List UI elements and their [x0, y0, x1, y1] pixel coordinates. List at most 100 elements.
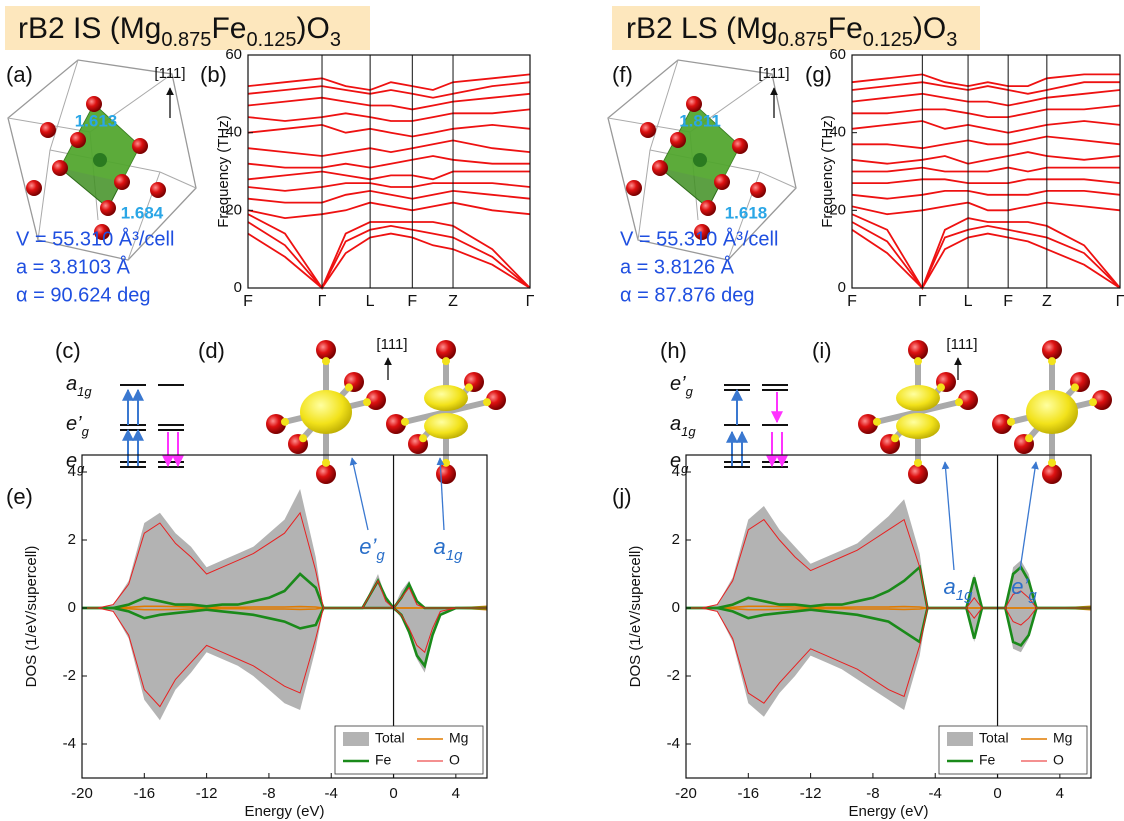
density-cap: [442, 458, 450, 467]
annotation: e’g: [1011, 574, 1037, 605]
o-atom: [694, 224, 710, 240]
x-tick-label: -8: [866, 785, 879, 802]
density-cap: [483, 398, 491, 407]
subscript: g: [376, 547, 385, 564]
x-tick-label: Z: [448, 293, 458, 310]
o-atom: [86, 96, 102, 112]
plot-frame: [851, 54, 1121, 289]
y-axis-label: Frequency (THz): [819, 115, 836, 228]
level-label: a1g: [66, 373, 92, 399]
o-atom: [266, 414, 286, 434]
panel-label: (d): [198, 338, 225, 363]
o-atom: [100, 200, 116, 216]
x-tick-label: 4: [452, 785, 460, 802]
bond-length: 1.684: [121, 203, 164, 222]
y-tick-label: 0: [672, 599, 680, 616]
y-tick-label: 4: [68, 463, 76, 480]
o-atom: [114, 174, 130, 190]
fe-atom: [693, 153, 707, 167]
density-cap: [1025, 434, 1034, 443]
density-cap: [401, 417, 409, 426]
o-atom: [908, 464, 928, 484]
phonon-band: [247, 201, 531, 220]
o-atom: [670, 132, 686, 148]
x-tick-label: F: [847, 293, 857, 310]
density-cap: [1048, 458, 1056, 467]
o-atom: [858, 414, 878, 434]
dos-area: [686, 608, 1091, 717]
y-axis-label: DOS (1/eV/supercell): [23, 546, 40, 688]
x-tick-label: F: [243, 293, 253, 310]
o-atom: [1092, 390, 1112, 410]
text-part: )O: [913, 12, 946, 45]
x-tick-label: -20: [675, 785, 697, 802]
lattice-parameter: a = 3.8103 Å: [16, 255, 131, 278]
octahedron-face: [660, 104, 740, 182]
text-part: Fe: [828, 12, 863, 45]
legend-label: Fe: [979, 752, 996, 768]
subscript: 3: [330, 29, 341, 51]
density-cap: [363, 398, 371, 407]
panel-label: (i): [812, 338, 832, 363]
o-atom: [640, 122, 656, 138]
phonon-band: [247, 232, 531, 290]
text-part: e’: [359, 534, 377, 559]
annotation: e’g: [359, 534, 385, 565]
bond-length: 1.613: [75, 111, 118, 130]
legend-label: Total: [979, 730, 1009, 746]
density-lobe: [1026, 390, 1078, 434]
y-tick-label: 0: [234, 279, 242, 296]
density-cap: [1007, 417, 1015, 426]
header-box: [5, 6, 370, 50]
phonon-band: [247, 170, 530, 181]
level-label: e’g: [66, 413, 90, 439]
text-part: a: [670, 413, 681, 435]
y-tick-label: 60: [829, 46, 846, 63]
subscript: 0.125: [246, 29, 296, 51]
x-tick-label: -16: [737, 785, 759, 802]
x-tick-label: Γ: [918, 293, 927, 310]
panel-label: (e): [6, 484, 33, 509]
x-axis-label: Energy (eV): [244, 803, 324, 820]
x-tick-label: -20: [71, 785, 93, 802]
x-tick-label: Γ: [318, 293, 327, 310]
phonon-band: [247, 189, 531, 204]
density-lobe: [424, 413, 468, 439]
phonon-band: [247, 139, 531, 157]
y-tick-label: 0: [838, 279, 846, 296]
x-tick-label: F: [407, 293, 417, 310]
o-atom: [714, 174, 730, 190]
legend-label: Mg: [1053, 730, 1072, 746]
panel-label: (b): [200, 62, 227, 87]
dos-line: [82, 607, 487, 708]
density-cap: [344, 383, 353, 392]
plot-frame: [247, 54, 531, 289]
y-tick-label: 20: [225, 201, 242, 218]
text-part: rB2 IS (Mg: [18, 12, 161, 45]
phonon-band: [247, 81, 531, 99]
phonon-band: [247, 221, 531, 290]
bond-length: 1.811: [679, 111, 721, 130]
text-part: )O: [297, 12, 330, 45]
density-cap: [891, 434, 900, 443]
density-cap: [1048, 357, 1056, 366]
annotation-arrow: [349, 457, 369, 531]
panel-label: (j): [612, 484, 632, 509]
y-tick-label: 60: [225, 46, 242, 63]
density-cap: [464, 383, 473, 392]
phonon-band: [247, 123, 531, 138]
crystal-structure: [7, 59, 197, 261]
phonon-band: [247, 108, 531, 122]
level-label: e’g: [670, 373, 694, 399]
direction-label: [111]: [376, 336, 407, 353]
o-atom: [436, 340, 456, 360]
level-label: eg: [66, 450, 85, 476]
panel-label: (f): [612, 62, 633, 87]
y-tick-label: 2: [672, 531, 680, 548]
text-part: a: [944, 574, 956, 599]
subscript: g: [686, 384, 694, 399]
x-tick-label: -8: [262, 785, 275, 802]
y-axis-label: DOS (1/eV/supercell): [627, 546, 644, 688]
panel-label: (h): [660, 338, 687, 363]
o-atom: [150, 182, 166, 198]
